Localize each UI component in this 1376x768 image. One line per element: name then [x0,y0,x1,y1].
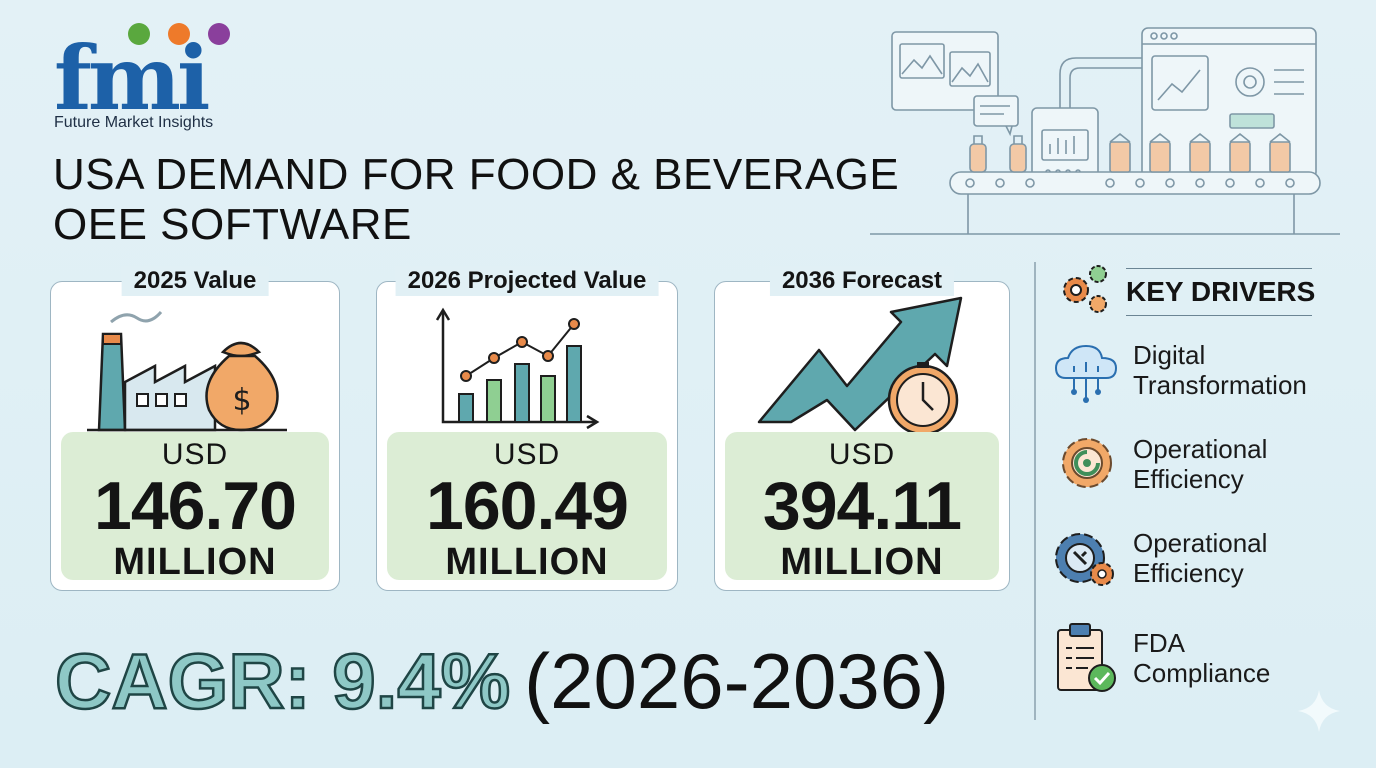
cloud-network-icon [1054,344,1118,403]
value-number: 160.49 [426,468,629,544]
factory-money-bag-icon: $ [87,310,287,432]
value-card-2026: 2026 Projected Value USD 160.49 MILLION [376,266,678,591]
driver-line-2: Compliance [1133,658,1271,688]
value-box: USD 146.70 MILLION [61,432,329,583]
driver-item: Operational Efficiency [1133,434,1267,494]
value-card-2036: 2036 Forecast USD 394.11 MILLION [714,266,1010,591]
logo-dot-green [128,23,150,45]
page-title: USA DEMAND FOR FOOD & BEVERAGE OEE SOFTW… [53,150,953,250]
driver-line-1: Operational [1133,528,1268,558]
cagr-headline: CAGR: 9.4% (2026-2036) [54,636,950,727]
section-divider [1034,262,1036,720]
sparkle-icon [1298,690,1340,732]
gears-icon [1063,265,1107,313]
card-label: 2025 Value [121,266,269,296]
currency-label: USD [161,438,229,471]
card-label: 2036 Forecast [769,266,955,296]
logo-dot-orange [168,23,190,45]
driver-line-2: Efficiency [1133,464,1244,494]
driver-line-1: Operational [1133,434,1268,464]
gear-efficiency-icon [1062,438,1112,488]
value-number: 146.70 [94,468,297,544]
currency-label: USD [828,438,896,471]
value-card-2025: $ 2025 Value USD 146.70 MILLION [50,266,340,591]
driver-line-1: FDA [1133,628,1185,658]
brand-name: Future Market Insights [54,114,214,131]
title-line-2: OEE SOFTWARE [53,200,412,249]
value-unit: MILLION [445,541,609,583]
brand-logo: fmi Future Market Insights [52,20,252,135]
svg-text:$: $ [232,383,251,418]
bar-line-chart-icon [435,307,600,430]
logo-wordmark: fmi [54,26,210,130]
driver-line-2: Efficiency [1133,558,1244,588]
logo-dot-purple [208,23,230,45]
growth-arrow-clock-icon [757,296,963,432]
card-label: 2026 Projected Value [395,266,659,296]
driver-item: Operational Efficiency [1133,528,1267,588]
value-box: USD 394.11 MILLION [725,432,999,583]
cagr-value: CAGR: 9.4% [54,636,512,727]
factory-dashboard-illustration [870,27,1340,235]
value-box: USD 160.49 MILLION [387,432,667,583]
value-unit: MILLION [113,541,277,583]
driver-item: FDA Compliance [1133,628,1270,688]
title-line-1: USA DEMAND FOR FOOD & BEVERAGE [53,150,900,199]
driver-line-2: Transformation [1133,370,1307,400]
cagr-period: (2026-2036) [524,637,950,725]
driver-line-1: Digital [1133,340,1206,370]
key-drivers-title: KEY DRIVERS [1126,268,1315,316]
driver-item: Digital Transformation [1133,340,1307,400]
value-unit: MILLION [780,541,944,583]
clipboard-check-icon [1057,623,1116,692]
gear-wrench-icon [1055,533,1114,586]
value-number: 394.11 [762,468,962,544]
currency-label: USD [493,438,561,471]
